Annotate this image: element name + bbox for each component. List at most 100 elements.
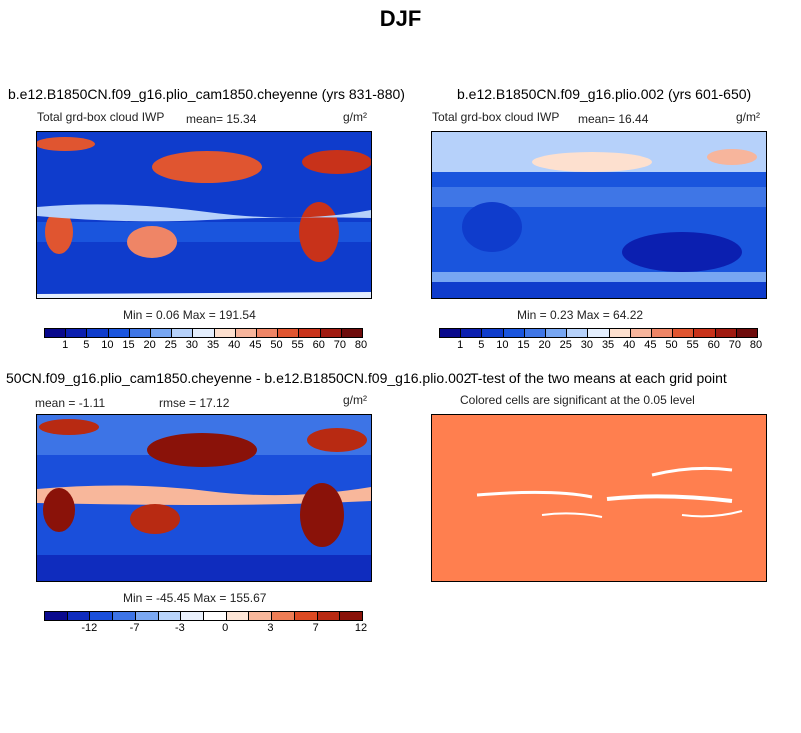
panel1-mean: mean= 15.34 [186,112,257,126]
colorbar-tick-label: 30 [185,339,199,351]
panel1-map [36,131,372,299]
colorbar-swatch [440,329,462,337]
panel2-heatmap-svg [432,132,766,298]
colorbar-swatch [135,612,159,620]
colorbar-tick-label: 45 [249,339,262,351]
panel3-heatmap-svg [37,415,371,581]
panel1-min-max: Min = 0.06 Max = 191.54 [123,308,256,322]
colorbar-tick-label: 50 [665,339,678,351]
panel2-mean: mean= 16.44 [578,112,649,126]
colorbar-swatch [609,329,631,337]
colorbar-tick-label: 80 [749,339,763,351]
colorbar-tick-label: 55 [686,339,699,351]
colorbar-tick-label: 35 [601,339,615,351]
panel1-colorbar [44,328,363,338]
colorbar-tick-label: 3 [267,622,274,634]
panel2-min-max: Min = 0.23 Max = 64.22 [517,308,644,322]
colorbar-swatch [181,612,205,620]
panel2-map [431,131,767,299]
colorbar-swatch [90,612,114,620]
panel4-map [431,414,767,582]
panel2-variable-label: Total grd-box cloud IWP [432,110,560,124]
colorbar-tick-label: 55 [291,339,304,351]
panel2-units: g/m² [736,110,760,124]
colorbar-swatch [524,329,547,337]
colorbar-tick-label: 40 [623,339,636,351]
colorbar-tick-label: 0 [222,622,229,634]
panel1-variable-label: Total grd-box cloud IWP [37,110,165,124]
colorbar-swatch [226,612,250,620]
colorbar-swatch [272,612,295,620]
colorbar-tick-label: 30 [580,339,594,351]
colorbar-tick-label: 35 [206,339,220,351]
colorbar-swatch [652,329,674,337]
colorbar-swatch [588,329,610,337]
colorbar-swatch [45,329,67,337]
colorbar-tick-label: 40 [228,339,241,351]
colorbar-tick-label: 25 [559,339,572,351]
colorbar-swatch [673,329,695,337]
colorbar-tick-label: 25 [164,339,177,351]
colorbar-tick-label: 50 [270,339,283,351]
colorbar-tick-label: -3 [174,622,185,634]
panel1-units: g/m² [343,110,367,124]
colorbar-swatch [278,329,300,337]
colorbar-swatch [299,329,321,337]
colorbar-swatch [317,612,341,620]
panel3-rmse: rmse = 17.12 [159,396,230,410]
colorbar-tick-label: 7 [312,622,319,634]
colorbar-swatch [214,329,236,337]
colorbar-tick-label: 80 [354,339,368,351]
colorbar-tick-label: 20 [143,339,156,351]
colorbar-swatch [193,329,215,337]
panel1-heatmap-svg [37,132,371,298]
colorbar-tick-label: 5 [478,339,485,351]
colorbar-tick-label: 15 [517,339,530,351]
colorbar-swatch [67,612,91,620]
colorbar-tick-label: -12 [81,622,98,634]
colorbar-swatch [108,329,130,337]
colorbar-swatch [482,329,504,337]
colorbar-tick-label: 60 [312,339,325,351]
colorbar-swatch [129,329,152,337]
colorbar-tick-label: 20 [538,339,551,351]
colorbar-swatch [235,329,258,337]
colorbar-swatch [341,329,363,337]
colorbar-tick-label: -7 [129,622,140,634]
panel2-title: b.e12.B1850CN.f09_g16.plio.002 (yrs 601-… [457,86,752,102]
colorbar-tick-label: 10 [496,339,509,351]
colorbar-swatch [340,612,363,620]
colorbar-tick-label: 1 [457,339,464,351]
panel3-units: g/m² [343,393,367,407]
panel1-title: b.e12.B1850CN.f09_g16.plio_cam1850.cheye… [8,86,405,102]
panel3-map [36,414,372,582]
colorbar-swatch [503,329,525,337]
colorbar-tick-label: 5 [83,339,90,351]
colorbar-swatch [694,329,716,337]
colorbar-tick-label: 12 [354,622,368,634]
colorbar-swatch [630,329,653,337]
panel3-title: 50CN.f09_g16.plio_cam1850.cheyenne - b.e… [6,370,472,386]
panel3-min-max: Min = -45.45 Max = 155.67 [123,591,267,605]
colorbar-swatch [204,612,227,620]
colorbar-tick-label: 15 [122,339,135,351]
figure-title: DJF [379,6,422,31]
colorbar-swatch [249,612,273,620]
colorbar-swatch [736,329,758,337]
colorbar-swatch [461,329,483,337]
colorbar-tick-label: 10 [101,339,114,351]
colorbar-swatch [546,329,568,337]
colorbar-swatch [172,329,194,337]
colorbar-swatch [151,329,173,337]
colorbar-tick-label: 70 [728,339,741,351]
colorbar-swatch [45,612,68,620]
colorbar-swatch [567,329,589,337]
colorbar-swatch [294,612,318,620]
colorbar-swatch [320,329,342,337]
panel2-colorbar [439,328,758,338]
colorbar-swatch [87,329,109,337]
colorbar-swatch [257,329,279,337]
panel4-ttest-svg [432,415,766,581]
panel4-title: T-test of the two means at each grid poi… [470,370,727,386]
colorbar-tick-label: 1 [62,339,69,351]
